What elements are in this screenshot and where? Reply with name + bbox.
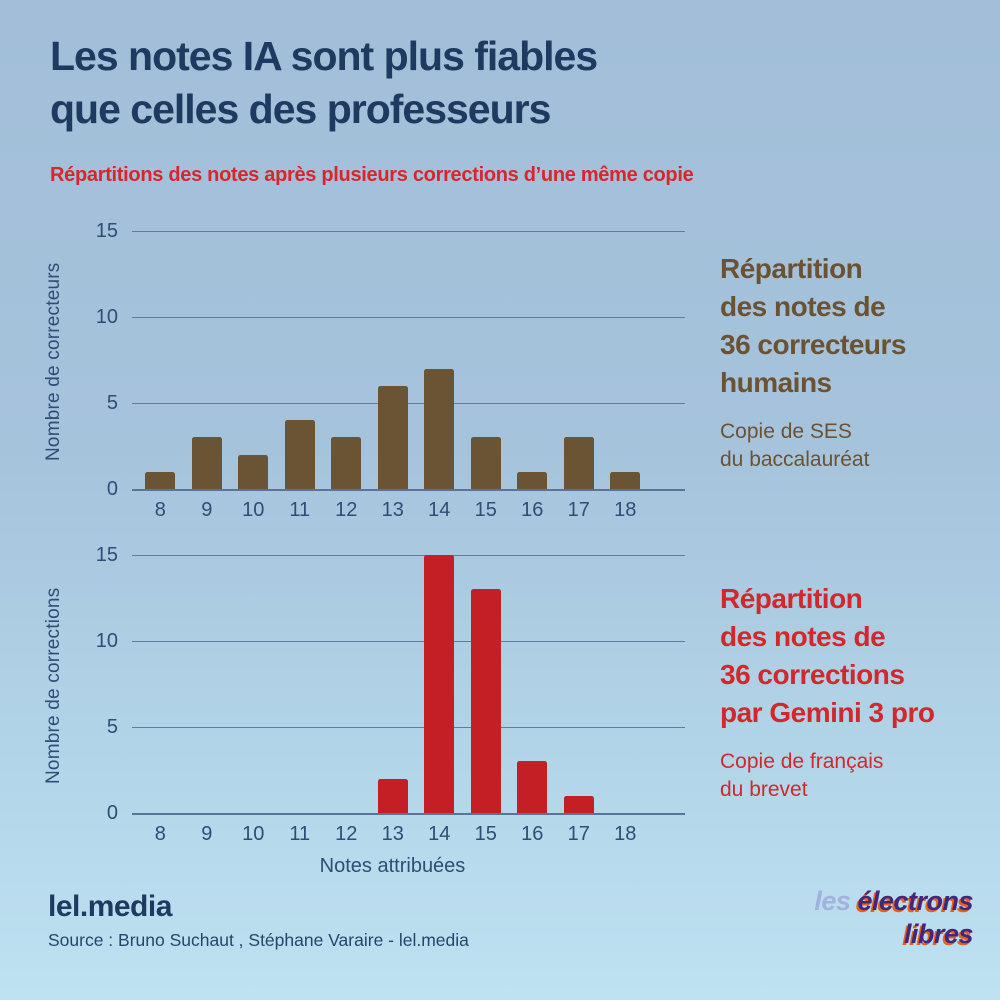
logo-word-libres: libres bbox=[903, 919, 974, 949]
human-caption-title: Répartition des notes de 36 correcteurs … bbox=[720, 250, 980, 402]
x-tick-label: 10 bbox=[242, 499, 265, 521]
ai-caption-title-line: par Gemini 3 pro bbox=[720, 697, 935, 728]
gridline bbox=[132, 726, 685, 728]
y-tick-label: 0 bbox=[106, 802, 118, 824]
ai-caption-title-line: des notes de bbox=[720, 621, 886, 652]
y-tick-label: 5 bbox=[106, 392, 118, 414]
x-tick-label: 14 bbox=[428, 823, 451, 845]
ai-caption-subtitle-line: du brevet bbox=[720, 778, 808, 801]
bar bbox=[424, 368, 455, 489]
bar bbox=[191, 437, 222, 489]
x-tick-label: 15 bbox=[474, 823, 497, 845]
footer-source: Source : Bruno Suchaut , Stéphane Varair… bbox=[48, 930, 469, 950]
bar bbox=[563, 795, 594, 813]
ai-chart-y-axis-label: Nombre de corrections bbox=[43, 587, 64, 785]
les-electrons-libres-logo: les électrons libres bbox=[814, 885, 973, 951]
page-subtitle: Répartitions des notes après plusieurs c… bbox=[50, 164, 694, 186]
page-title-line2: que celles des professeurs bbox=[50, 86, 551, 132]
page-title: Les notes IA sont plus fiables que celle… bbox=[50, 30, 598, 136]
bar bbox=[424, 555, 455, 813]
gridline bbox=[132, 230, 685, 232]
x-tick-label: 13 bbox=[381, 823, 404, 845]
x-tick-label: 9 bbox=[201, 823, 213, 845]
logo-word-electrons: électrons bbox=[857, 886, 973, 916]
gridline bbox=[132, 316, 685, 318]
x-tick-label: 8 bbox=[154, 823, 166, 845]
bar bbox=[563, 437, 594, 489]
human-chart-y-axis-label: Nombre de correcteurs bbox=[43, 262, 64, 462]
human-caption-title-line: Répartition bbox=[720, 253, 863, 284]
human-caption-title-line: 36 correcteurs bbox=[720, 329, 907, 360]
x-tick-label: 11 bbox=[289, 499, 311, 521]
human-caption-title-line: des notes de bbox=[720, 291, 886, 322]
human-chart-plot: 0 5 10 15 8 9 10 11 12 13 14 15 16 17 18 bbox=[96, 221, 685, 521]
x-tick-label: 16 bbox=[521, 823, 544, 845]
bar bbox=[238, 454, 269, 489]
ai-caption-subtitle-line: Copie de français bbox=[720, 750, 884, 773]
bar bbox=[331, 437, 362, 489]
ai-caption-subtitle: Copie de français du brevet bbox=[720, 748, 980, 804]
ai-chart-caption: Répartition des notes de 36 corrections … bbox=[720, 580, 980, 804]
y-tick-label: 10 bbox=[95, 306, 118, 328]
ai-caption-title-line: Répartition bbox=[720, 583, 863, 614]
footer-brand: lel.media bbox=[48, 890, 172, 923]
x-tick-label: 11 bbox=[289, 823, 311, 845]
x-tick-label: 18 bbox=[614, 823, 637, 845]
human-caption-subtitle: Copie de SES du baccalauréat bbox=[720, 418, 980, 474]
logo-line2: libres bbox=[814, 918, 974, 951]
x-tick-label: 8 bbox=[154, 499, 166, 521]
x-tick-label: 15 bbox=[474, 499, 497, 521]
x-tick-label: 14 bbox=[428, 499, 451, 521]
page-title-line1: Les notes IA sont plus fiables bbox=[50, 33, 598, 79]
y-tick-label: 0 bbox=[106, 478, 118, 500]
y-tick-label: 15 bbox=[95, 220, 118, 242]
logo-line1: les électrons bbox=[814, 885, 973, 918]
bar bbox=[377, 385, 408, 489]
human-caption-title-line: humains bbox=[720, 367, 832, 398]
x-tick-label: 12 bbox=[335, 499, 358, 521]
x-tick-label: 9 bbox=[201, 499, 213, 521]
gridline bbox=[132, 640, 685, 642]
x-tick-label: 16 bbox=[521, 499, 544, 521]
bar bbox=[284, 420, 315, 489]
logo-word-les: les bbox=[814, 886, 851, 916]
bar bbox=[470, 589, 501, 813]
ai-chart-x-axis-label: Notes attribuées bbox=[319, 855, 466, 877]
gridline bbox=[132, 402, 685, 404]
bar bbox=[517, 471, 548, 489]
human-chart-caption: Répartition des notes de 36 correcteurs … bbox=[720, 250, 980, 474]
y-tick-label: 10 bbox=[95, 630, 118, 652]
ai-caption-title: Répartition des notes de 36 corrections … bbox=[720, 580, 980, 732]
x-tick-label: 12 bbox=[335, 823, 358, 845]
y-tick-label: 5 bbox=[106, 716, 118, 738]
human-caption-subtitle-line: du baccalauréat bbox=[720, 448, 870, 471]
x-tick-label: 18 bbox=[614, 499, 637, 521]
bar bbox=[470, 437, 501, 489]
x-tick-label: 10 bbox=[242, 823, 265, 845]
ai-chart-plot: 0 5 10 15 8 9 10 11 12 13 14 15 16 17 18 bbox=[96, 545, 685, 845]
y-tick-label: 15 bbox=[95, 544, 118, 566]
bar bbox=[377, 778, 408, 813]
ai-caption-title-line: 36 corrections bbox=[720, 659, 905, 690]
bar bbox=[610, 471, 641, 489]
x-tick-label: 17 bbox=[567, 823, 590, 845]
x-tick-label: 13 bbox=[381, 499, 404, 521]
gridline bbox=[132, 554, 685, 556]
bar bbox=[145, 471, 176, 489]
bar bbox=[517, 761, 548, 813]
x-tick-label: 17 bbox=[567, 499, 590, 521]
human-caption-subtitle-line: Copie de SES bbox=[720, 420, 852, 443]
